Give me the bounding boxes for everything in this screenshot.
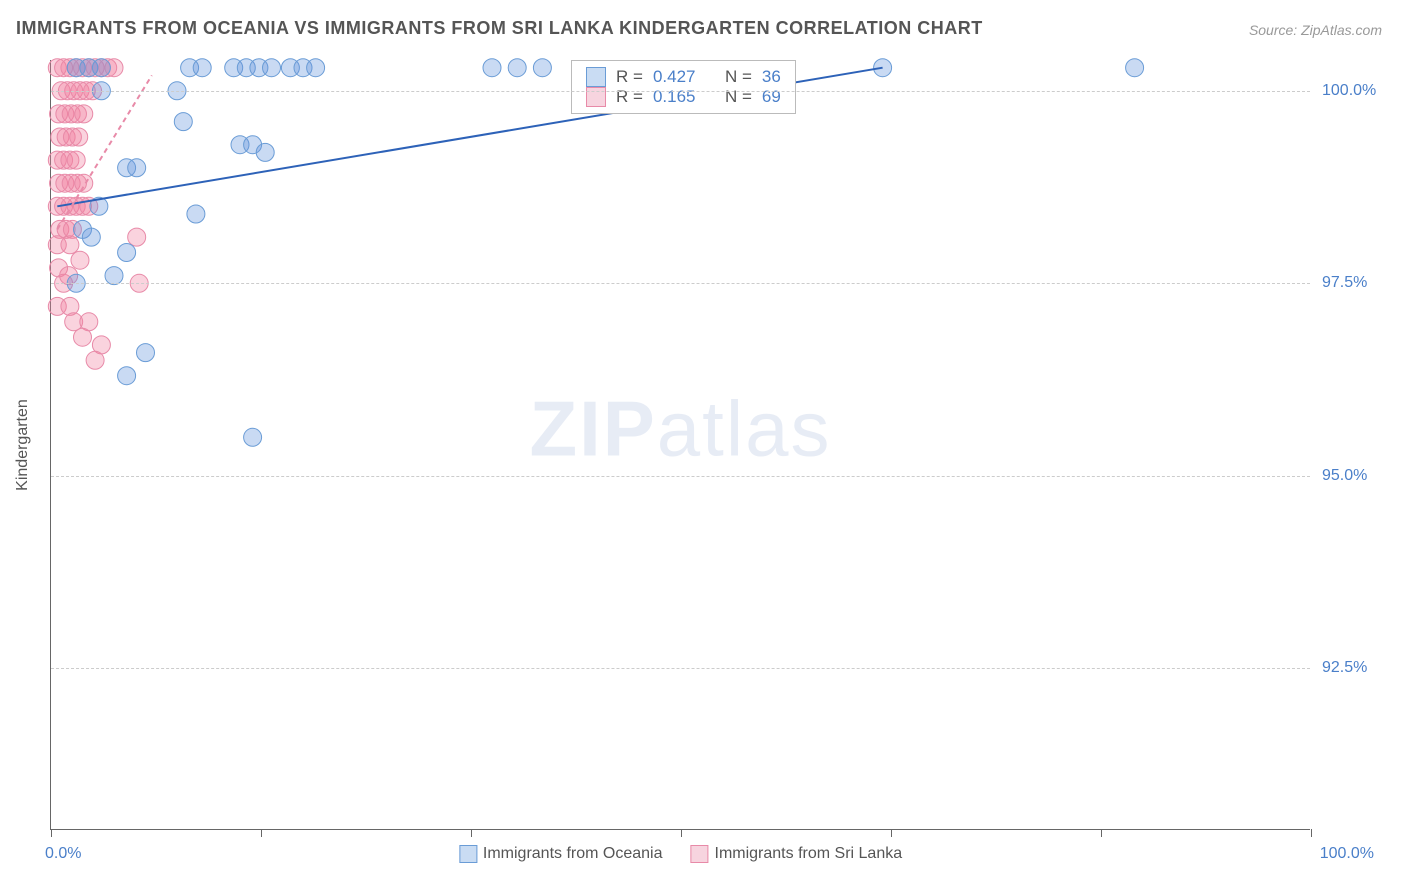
x-tick [51, 829, 52, 837]
scatter-point [263, 59, 281, 77]
x-tick [891, 829, 892, 837]
legend-swatch-srilanka [691, 845, 709, 863]
legend-bottom: Immigrants from Oceania Immigrants from … [459, 845, 902, 863]
scatter-point [128, 228, 146, 246]
y-tick-label: 97.5% [1322, 274, 1367, 292]
scatter-point [92, 59, 110, 77]
scatter-point [128, 159, 146, 177]
legend-swatch-oceania [459, 845, 477, 863]
scatter-point [67, 151, 85, 169]
source-label: Source: ZipAtlas.com [1249, 22, 1382, 38]
y-tick-label: 92.5% [1322, 659, 1367, 677]
x-tick [471, 829, 472, 837]
stats-r-prefix: R = [616, 67, 643, 87]
scatter-point [508, 59, 526, 77]
legend-item-srilanka: Immigrants from Sri Lanka [691, 845, 903, 863]
scatter-point [1126, 59, 1144, 77]
scatter-point [118, 244, 136, 262]
chart-title: IMMIGRANTS FROM OCEANIA VS IMMIGRANTS FR… [16, 18, 983, 39]
x-tick [261, 829, 262, 837]
scatter-point [193, 59, 211, 77]
scatter-point [105, 267, 123, 285]
x-tick-label-max: 100.0% [1320, 845, 1374, 863]
stats-n-prefix: N = [725, 67, 752, 87]
scatter-point [70, 128, 88, 146]
stats-n-value-oceania: 36 [762, 67, 781, 87]
x-tick [1101, 829, 1102, 837]
y-tick-label: 100.0% [1322, 82, 1376, 100]
x-tick [1311, 829, 1312, 837]
gridline-h [51, 476, 1310, 477]
gridline-h [51, 91, 1310, 92]
stats-row-oceania: R = 0.427 N = 36 [586, 67, 781, 87]
legend-label-oceania: Immigrants from Oceania [483, 845, 663, 862]
scatter-point [874, 59, 892, 77]
scatter-point [86, 351, 104, 369]
x-tick-label-min: 0.0% [45, 845, 81, 863]
stats-box: R = 0.427 N = 36 R = 0.165 N = 69 [571, 60, 796, 114]
scatter-point [483, 59, 501, 77]
gridline-h [51, 283, 1310, 284]
scatter-point [75, 105, 93, 123]
plot-svg [51, 60, 1310, 829]
scatter-point [75, 174, 93, 192]
y-axis-label: Kindergarten [14, 399, 32, 491]
stats-swatch-oceania [586, 67, 606, 87]
scatter-point [71, 251, 89, 269]
scatter-point [137, 344, 155, 362]
scatter-point [256, 143, 274, 161]
scatter-point [533, 59, 551, 77]
plot-area: Kindergarten ZIPatlas R = 0.427 N = 36 R… [50, 60, 1310, 830]
scatter-point [187, 205, 205, 223]
scatter-point [244, 428, 262, 446]
scatter-point [61, 236, 79, 254]
scatter-point [307, 59, 325, 77]
chart-container: IMMIGRANTS FROM OCEANIA VS IMMIGRANTS FR… [0, 0, 1406, 892]
scatter-point [118, 367, 136, 385]
legend-item-oceania: Immigrants from Oceania [459, 845, 663, 863]
x-tick [681, 829, 682, 837]
scatter-point [174, 113, 192, 131]
stats-r-value-oceania: 0.427 [653, 67, 696, 87]
scatter-point [82, 228, 100, 246]
y-tick-label: 95.0% [1322, 467, 1367, 485]
legend-label-srilanka: Immigrants from Sri Lanka [715, 845, 903, 862]
scatter-point [74, 328, 92, 346]
gridline-h [51, 668, 1310, 669]
